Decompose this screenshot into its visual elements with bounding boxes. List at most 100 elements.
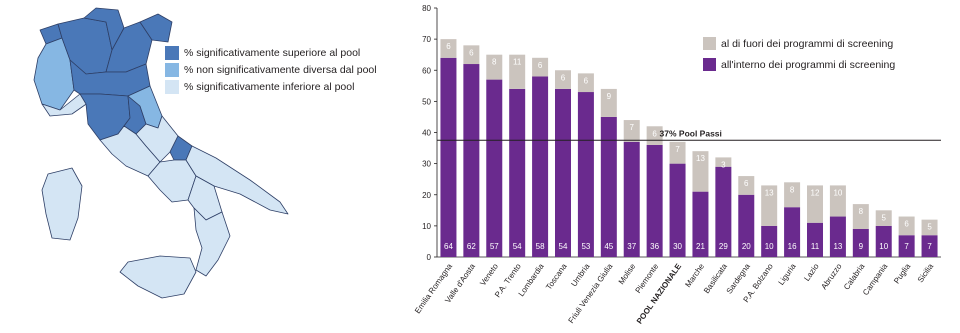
bar-value-label-outside: 5 [882, 213, 887, 222]
y-tick-label: 0 [427, 253, 432, 262]
bar-inside-screening [784, 207, 801, 257]
y-tick-label: 80 [422, 4, 431, 13]
bar-inside-screening [692, 191, 709, 257]
legend-label: % significativamente superiore al pool [184, 46, 361, 59]
bar-outside-screening [738, 176, 755, 195]
bar-value-label-inside: 45 [604, 242, 613, 251]
bar-value-label-outside: 7 [675, 145, 680, 154]
bar-inside-screening [898, 235, 915, 257]
legend-swatch [165, 62, 179, 77]
bar-value-label-outside: 6 [446, 42, 451, 51]
bar-value-label-outside: 7 [630, 123, 635, 132]
bar-inside-screening [577, 92, 594, 257]
y-tick-label: 60 [422, 66, 431, 75]
bar-value-label-inside: 10 [765, 242, 774, 251]
bar-outside-screening [829, 185, 846, 217]
bar-inside-screening [761, 225, 778, 257]
bar-value-label-outside: 8 [859, 207, 864, 216]
x-category-label: Abruzzo [819, 262, 844, 292]
bar-value-label-outside: 6 [904, 220, 909, 229]
bar-outside-screening [784, 182, 801, 208]
bar-outside-screening [555, 70, 571, 89]
y-tick-label: 10 [422, 222, 431, 231]
chart-legend-swatch [703, 58, 716, 71]
chart-legend-label: all'interno dei programmi di screening [721, 59, 895, 71]
bar-value-label-outside: 6 [561, 73, 566, 82]
bar-value-label-inside: 16 [788, 242, 797, 251]
legend-swatch [165, 45, 179, 60]
x-category-label: Friuli Venezia Giulia [567, 262, 615, 326]
bar-value-label-outside: 5 [927, 223, 932, 232]
bar-value-label-outside: 9 [607, 92, 612, 101]
y-tick-label: 20 [422, 191, 431, 200]
bar-value-label-inside: 29 [719, 242, 728, 251]
y-tick-label: 50 [422, 97, 431, 106]
region-sicilia [119, 255, 197, 299]
x-category-label: POOL NAZIONALE [635, 261, 684, 325]
bar-value-label-inside: 36 [650, 242, 659, 251]
bar-value-label-inside: 58 [536, 242, 545, 251]
x-category-label: Lazio [802, 262, 821, 283]
chart-legend-swatch [703, 37, 716, 50]
bar-outside-screening [463, 45, 480, 65]
bar-outside-screening [715, 157, 732, 167]
x-category-label: Veneto [478, 262, 500, 288]
legend-label: % significativamente inferiore al pool [184, 80, 355, 93]
chart-legend: al di fuori dei programmi di screening al… [703, 37, 895, 71]
region-calabria [193, 207, 231, 277]
bar-inside-screening [807, 222, 823, 257]
map-legend-item-not-different: % non significativamente diversa dal poo… [165, 61, 377, 78]
bar-inside-screening [829, 216, 846, 257]
y-tick-label: 70 [422, 35, 431, 44]
bar-inside-screening [669, 163, 686, 257]
italy-map [33, 7, 289, 299]
bar-value-label-inside: 53 [581, 242, 590, 251]
bar-value-label-outside: 13 [696, 154, 705, 163]
bar-inside-screening [532, 76, 549, 257]
bar-inside-screening [623, 141, 640, 257]
bar-inside-screening [738, 194, 755, 257]
chart-legend-label: al di fuori dei programmi di screening [721, 38, 893, 50]
bar-value-label-inside: 30 [673, 242, 682, 251]
region-sardegna [41, 167, 83, 241]
bar-inside-screening [921, 235, 938, 257]
bar-outside-screening [875, 210, 892, 226]
bar-value-label-outside: 8 [790, 185, 795, 194]
bar-outside-screening [852, 204, 869, 229]
legend-label: % non significativamente diversa dal poo… [184, 63, 377, 76]
bar-value-label-outside: 10 [833, 188, 842, 197]
x-category-label: Liguria [777, 262, 798, 287]
bar-value-label-outside: 3 [721, 160, 726, 169]
bar-value-label-outside: 8 [492, 58, 497, 67]
map-legend-item-inferior: % significativamente inferiore al pool [165, 78, 377, 95]
bar-value-label-inside: 54 [513, 242, 522, 251]
bar-value-label-outside: 6 [538, 61, 543, 70]
map-legend: % significativamente superiore al pool %… [165, 44, 377, 95]
bar-outside-screening [807, 185, 823, 223]
bar-outside-screening [623, 120, 640, 142]
bar-outside-screening [532, 57, 549, 77]
legend-swatch [165, 79, 179, 94]
bar-inside-screening [555, 88, 571, 257]
y-tick-label: 30 [422, 160, 431, 169]
x-category-label: Calabria [842, 262, 867, 292]
bar-inside-screening [509, 88, 526, 257]
bar-value-label-inside: 9 [859, 242, 864, 251]
x-category-label: Emilia Romagna [413, 262, 454, 316]
bar-value-label-inside: 13 [833, 242, 842, 251]
bar-outside-screening [669, 141, 686, 164]
bar-value-label-outside: 6 [652, 129, 657, 138]
bar-value-label-inside: 54 [559, 242, 568, 251]
bar-inside-screening [875, 225, 892, 257]
bar-value-label-outside: 13 [765, 188, 774, 197]
bar-inside-screening [852, 228, 869, 257]
reference-line-label: 37% Pool Passi [660, 128, 722, 138]
bar-outside-screening [577, 73, 594, 93]
bar-value-label-outside: 11 [513, 58, 522, 67]
bar-inside-screening [600, 116, 617, 257]
bar-inside-screening [715, 166, 732, 257]
bar-outside-screening [692, 151, 709, 192]
bar-value-label-inside: 7 [904, 242, 909, 251]
